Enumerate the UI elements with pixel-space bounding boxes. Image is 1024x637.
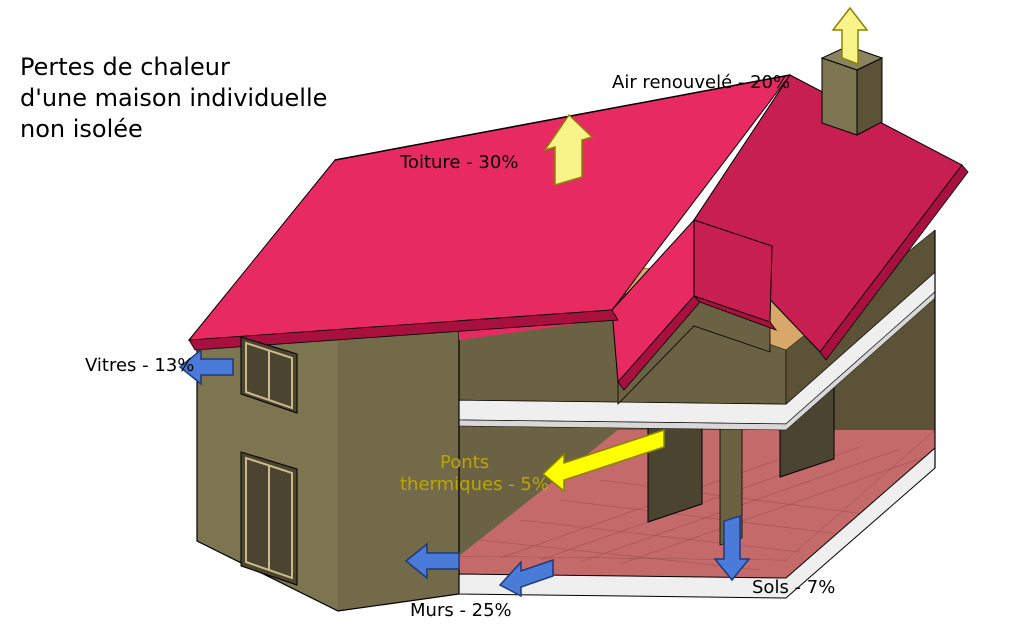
chimney-front [822,58,857,135]
label-murs: Murs - 25% [410,600,512,621]
label-toiture: Toiture - 30% [400,152,518,173]
label-sols: Sols - 7% [752,577,835,598]
label-ponts-1: Ponts [440,452,489,473]
label-air: Air renouvelé - 20% [612,72,790,93]
chimney-side [857,58,882,135]
label-ponts-2: thermiques - 5% [400,474,549,495]
label-vitres: Vitres - 13% [85,355,194,376]
diagram-title: Pertes de chaleur d'une maison individue… [20,52,327,146]
